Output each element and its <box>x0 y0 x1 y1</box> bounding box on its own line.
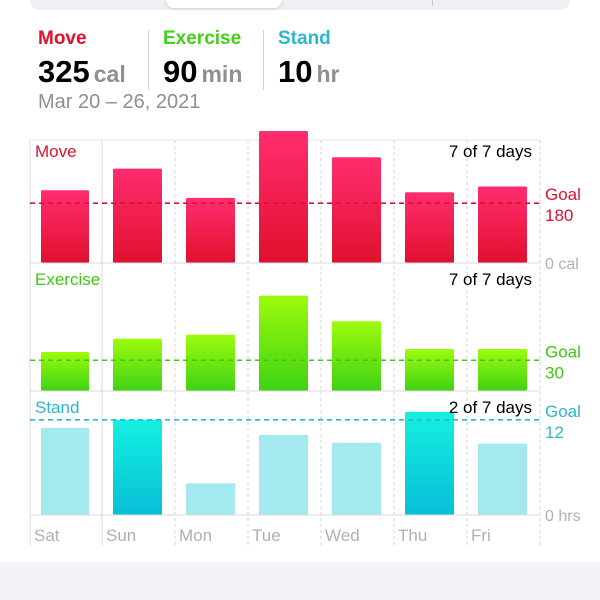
move-bar <box>186 197 235 263</box>
exercise-bar <box>259 295 308 391</box>
exercise-value: 90 <box>163 54 198 89</box>
move-label: Move <box>38 28 87 49</box>
panel-label: Stand <box>35 398 79 417</box>
days-count: 7 of 7 days <box>449 142 532 161</box>
exercise-bar <box>405 348 454 391</box>
segmented-control[interactable] <box>30 0 570 10</box>
move-value: 325 <box>38 54 90 89</box>
exercise-bar <box>186 334 235 391</box>
stand-bar <box>113 419 162 515</box>
goal-value: 12 <box>545 423 564 442</box>
date-range: Mar 20 – 26, 2021 <box>38 91 201 113</box>
goal-value: 30 <box>545 363 564 382</box>
day-label: Sat <box>34 526 60 545</box>
baseline-label: 0 cal <box>545 256 579 273</box>
goal-label: Goal <box>545 342 581 361</box>
move-unit: cal <box>93 61 126 87</box>
day-label: Thu <box>398 526 427 545</box>
day-label: Mon <box>179 526 212 545</box>
goal-label: Goal <box>545 402 581 421</box>
day-label: Sun <box>106 526 136 545</box>
days-count: 2 of 7 days <box>449 398 532 417</box>
exercise-unit: min <box>201 61 243 87</box>
move-bar <box>332 157 381 263</box>
move-bar <box>405 192 454 263</box>
day-label: Tue <box>252 526 281 545</box>
panel-label: Move <box>35 142 77 161</box>
stand-bar <box>259 434 308 515</box>
segment-selected[interactable] <box>166 0 282 8</box>
stand-unit: hr <box>316 61 340 87</box>
move-bar <box>259 131 308 263</box>
exercise-bar <box>41 352 89 391</box>
stand-bar <box>332 442 381 515</box>
panel-label: Exercise <box>35 270 100 289</box>
summary-divider <box>148 30 149 90</box>
stand-value: 10 <box>278 54 313 89</box>
exercise-bar <box>478 348 527 391</box>
move-bar <box>41 190 89 263</box>
stand-label: Stand <box>278 28 331 49</box>
stand-bar <box>186 483 235 515</box>
activity-chart: Move 7 of 7 days Goal 180 0 cal Exercise 7 of … <box>29 131 581 545</box>
days-count: 7 of 7 days <box>449 270 532 289</box>
stand-bar <box>478 443 527 515</box>
baseline-label: 0 hrs <box>545 508 581 525</box>
stand-bar <box>41 427 89 515</box>
day-label: Wed <box>325 526 360 545</box>
day-label: Fri <box>471 526 491 545</box>
move-bar <box>478 186 527 263</box>
segment-divider <box>432 0 433 6</box>
goal-value: 180 <box>545 206 573 225</box>
exercise-bar <box>113 338 162 391</box>
move-bar <box>113 168 162 263</box>
bottom-bar <box>0 562 600 600</box>
exercise-bar <box>332 321 381 391</box>
goal-label: Goal <box>545 185 581 204</box>
summary-divider <box>263 30 264 90</box>
stand-bar <box>405 411 454 515</box>
exercise-label: Exercise <box>163 28 242 49</box>
